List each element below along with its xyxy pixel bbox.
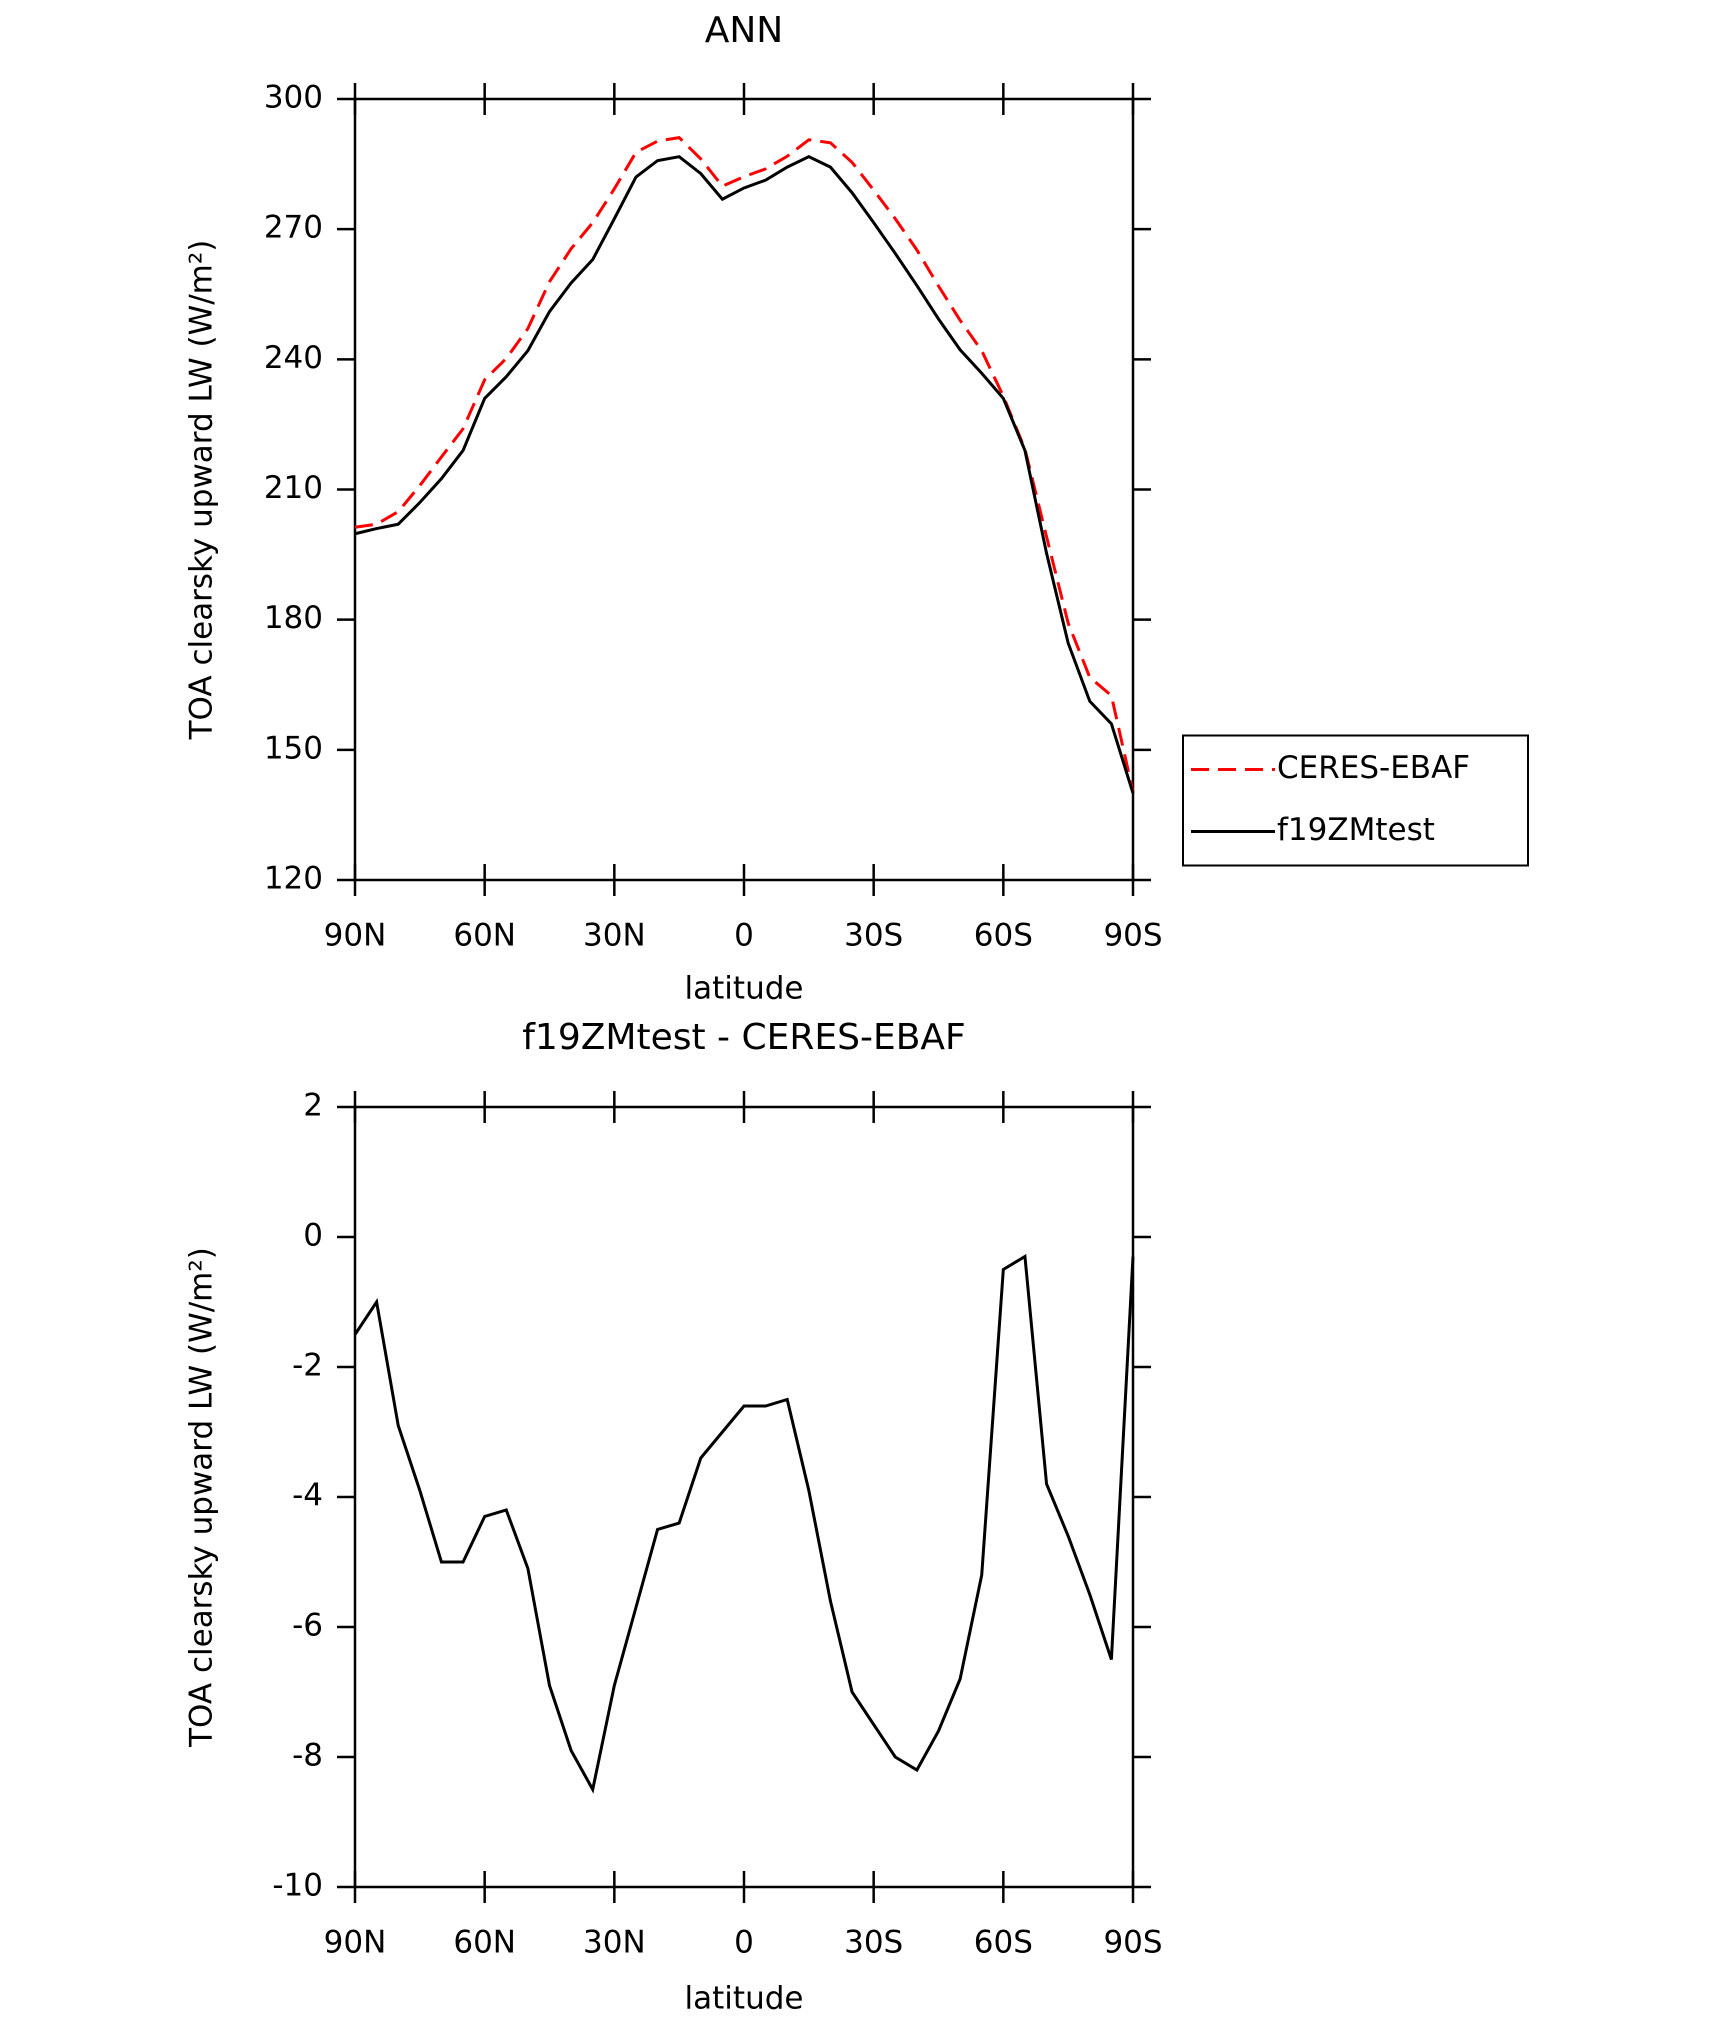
y-tick-label: -4 [292,1478,323,1514]
chart-title: ANN [705,10,784,51]
y-tick-label: 180 [264,600,323,636]
x-tick-label: 0 [734,918,754,954]
y-tick-label: 270 [264,210,323,246]
x-axis-label: latitude [685,1981,804,2017]
x-tick-label: 60N [453,918,516,954]
y-tick-label: 120 [264,861,323,897]
series-line [354,136,1135,793]
series-line [353,1253,1135,1794]
x-tick-label: 90N [324,918,387,954]
x-tick-label: 60N [453,1925,516,1961]
legend-label: f19ZMtest [1277,812,1435,848]
x-tick-label: 60S [974,1925,1033,1961]
plot-frame [353,1105,1135,1889]
x-tick-label: 90N [324,1925,387,1961]
y-axis-label: TOA clearsky upward LW (W/m²) [184,240,220,741]
y-tick-label: -6 [292,1608,323,1644]
legend-label: CERES-EBAF [1277,750,1470,786]
x-tick-label: 0 [734,1925,754,1961]
y-tick-label: -10 [272,1868,323,1904]
x-tick-label: 30S [844,918,903,954]
chart-title: f19ZMtest - CERES-EBAF [522,1017,965,1058]
x-axis-label: latitude [685,971,804,1007]
x-tick-label: 30N [583,1925,646,1961]
x-tick-label: 90S [1103,918,1162,954]
x-tick-label: 90S [1103,1925,1162,1961]
y-tick-label: -2 [292,1348,323,1384]
y-tick-label: 2 [303,1088,323,1124]
legend-box [1182,734,1529,867]
x-tick-label: 30S [844,1925,903,1961]
x-tick-label: 60S [974,918,1033,954]
y-tick-label: -8 [292,1738,323,1774]
plot-frame [353,97,1135,882]
y-tick-label: 150 [264,730,323,766]
y-tick-label: 210 [264,470,323,506]
y-tick-label: 300 [264,80,323,116]
y-tick-label: 240 [264,340,323,376]
y-tick-label: 0 [303,1218,323,1254]
series-line [354,155,1135,794]
y-axis-label: TOA clearsky upward LW (W/m²) [184,1247,220,1748]
x-tick-label: 30N [583,918,646,954]
